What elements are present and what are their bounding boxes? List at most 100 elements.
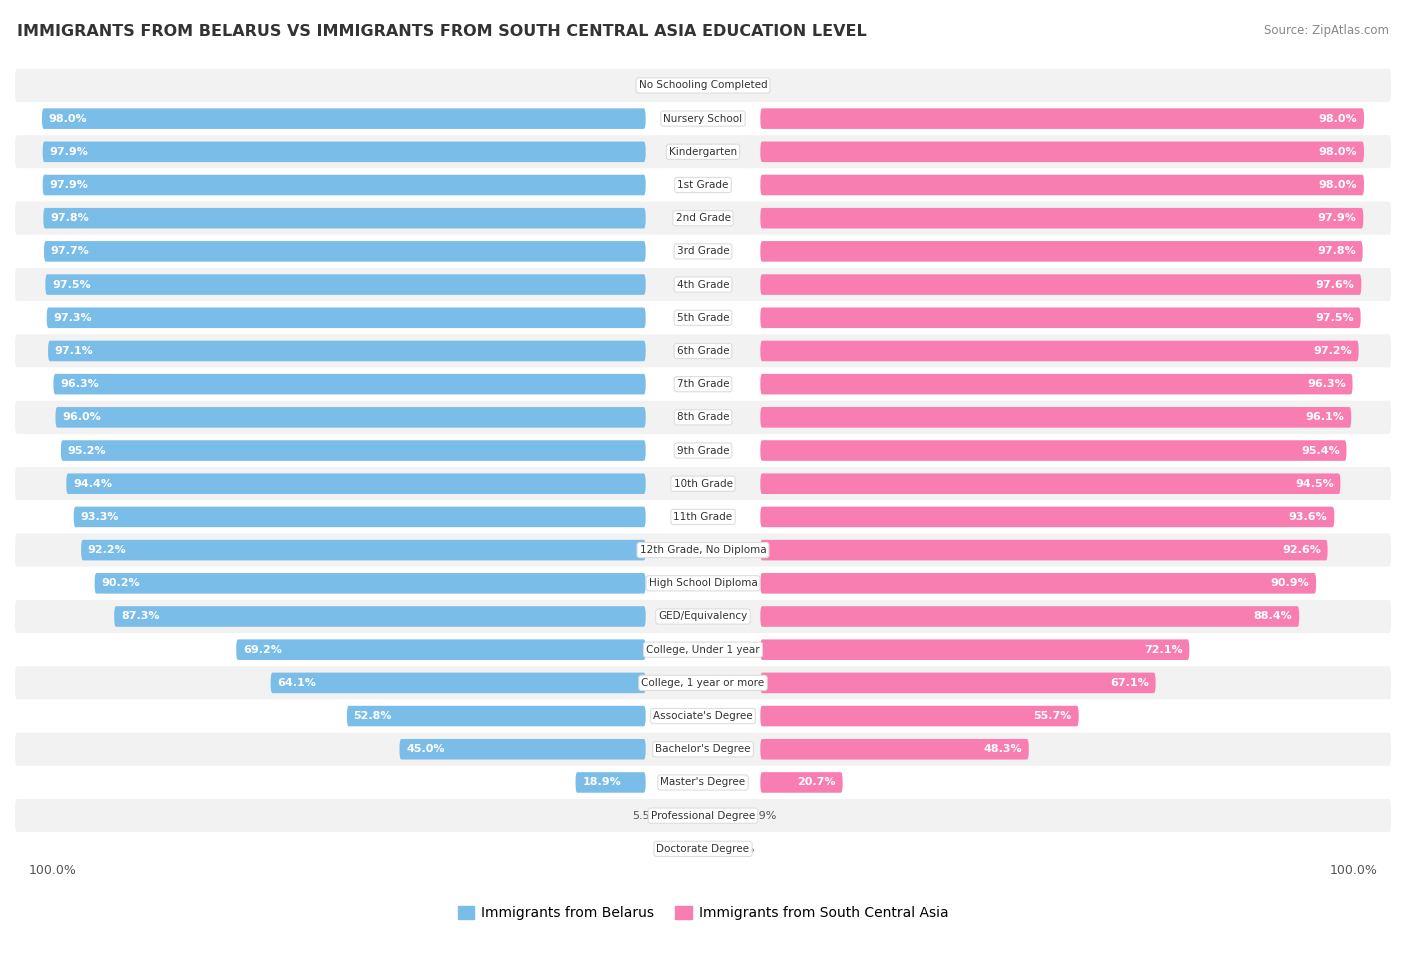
FancyBboxPatch shape xyxy=(15,401,1391,434)
FancyBboxPatch shape xyxy=(44,208,645,228)
FancyBboxPatch shape xyxy=(15,268,1391,301)
FancyBboxPatch shape xyxy=(270,673,645,693)
Text: 1st Grade: 1st Grade xyxy=(678,180,728,190)
FancyBboxPatch shape xyxy=(73,507,645,527)
Text: 97.2%: 97.2% xyxy=(1313,346,1353,356)
FancyBboxPatch shape xyxy=(761,108,1364,129)
Text: 3rd Grade: 3rd Grade xyxy=(676,247,730,256)
Text: GED/Equivalency: GED/Equivalency xyxy=(658,611,748,621)
Text: 2.0%: 2.0% xyxy=(721,80,751,91)
FancyBboxPatch shape xyxy=(15,500,1391,533)
Text: High School Diploma: High School Diploma xyxy=(648,578,758,588)
FancyBboxPatch shape xyxy=(15,732,1391,765)
FancyBboxPatch shape xyxy=(761,772,842,793)
FancyBboxPatch shape xyxy=(15,136,1391,169)
Text: 9th Grade: 9th Grade xyxy=(676,446,730,455)
FancyBboxPatch shape xyxy=(15,102,1391,136)
FancyBboxPatch shape xyxy=(42,175,645,195)
Text: 94.5%: 94.5% xyxy=(1295,479,1334,488)
Text: 45.0%: 45.0% xyxy=(406,744,444,755)
Text: 92.2%: 92.2% xyxy=(87,545,127,555)
Text: Doctorate Degree: Doctorate Degree xyxy=(657,843,749,854)
FancyBboxPatch shape xyxy=(48,340,645,362)
FancyBboxPatch shape xyxy=(15,169,1391,202)
Text: 52.8%: 52.8% xyxy=(353,711,392,722)
FancyBboxPatch shape xyxy=(399,739,645,760)
Text: 64.1%: 64.1% xyxy=(277,678,316,688)
FancyBboxPatch shape xyxy=(347,706,645,726)
FancyBboxPatch shape xyxy=(53,373,645,395)
Text: College, 1 year or more: College, 1 year or more xyxy=(641,678,765,688)
Text: 98.0%: 98.0% xyxy=(1319,147,1357,157)
FancyBboxPatch shape xyxy=(15,800,1391,833)
Text: 97.8%: 97.8% xyxy=(51,214,89,223)
Text: 93.3%: 93.3% xyxy=(80,512,120,522)
Text: 94.4%: 94.4% xyxy=(73,479,112,488)
Text: 72.1%: 72.1% xyxy=(1144,644,1182,654)
Text: 97.1%: 97.1% xyxy=(55,346,94,356)
FancyBboxPatch shape xyxy=(15,833,1391,866)
FancyBboxPatch shape xyxy=(42,108,645,129)
FancyBboxPatch shape xyxy=(761,307,1361,328)
FancyBboxPatch shape xyxy=(94,573,645,594)
FancyBboxPatch shape xyxy=(761,673,1156,693)
Text: 97.9%: 97.9% xyxy=(49,180,89,190)
Text: 97.9%: 97.9% xyxy=(1317,214,1357,223)
Text: 6th Grade: 6th Grade xyxy=(676,346,730,356)
Text: 11th Grade: 11th Grade xyxy=(673,512,733,522)
FancyBboxPatch shape xyxy=(114,606,645,627)
Text: 20.7%: 20.7% xyxy=(797,777,837,788)
FancyBboxPatch shape xyxy=(15,600,1391,633)
Text: 7th Grade: 7th Grade xyxy=(676,379,730,389)
FancyBboxPatch shape xyxy=(44,241,645,261)
Text: 69.2%: 69.2% xyxy=(243,644,281,654)
Text: 100.0%: 100.0% xyxy=(28,864,76,877)
FancyBboxPatch shape xyxy=(15,467,1391,500)
Text: 96.3%: 96.3% xyxy=(1308,379,1346,389)
Legend: Immigrants from Belarus, Immigrants from South Central Asia: Immigrants from Belarus, Immigrants from… xyxy=(453,901,953,925)
Text: Kindergarten: Kindergarten xyxy=(669,147,737,157)
Text: Bachelor's Degree: Bachelor's Degree xyxy=(655,744,751,755)
Text: 5th Grade: 5th Grade xyxy=(676,313,730,323)
FancyBboxPatch shape xyxy=(15,765,1391,799)
Text: 100.0%: 100.0% xyxy=(1330,864,1378,877)
Text: 88.4%: 88.4% xyxy=(1254,611,1292,621)
FancyBboxPatch shape xyxy=(761,373,1353,395)
FancyBboxPatch shape xyxy=(15,69,1391,102)
Text: 4th Grade: 4th Grade xyxy=(676,280,730,290)
FancyBboxPatch shape xyxy=(761,706,1078,726)
Text: 98.0%: 98.0% xyxy=(1319,180,1357,190)
FancyBboxPatch shape xyxy=(761,175,1364,195)
FancyBboxPatch shape xyxy=(761,573,1316,594)
FancyBboxPatch shape xyxy=(15,666,1391,699)
Text: 97.3%: 97.3% xyxy=(53,313,91,323)
Text: 5.5%: 5.5% xyxy=(633,810,661,821)
Text: 97.5%: 97.5% xyxy=(52,280,91,290)
FancyBboxPatch shape xyxy=(761,208,1364,228)
FancyBboxPatch shape xyxy=(66,474,645,494)
Text: 87.3%: 87.3% xyxy=(121,611,159,621)
Text: 10th Grade: 10th Grade xyxy=(673,479,733,488)
Text: 92.6%: 92.6% xyxy=(1282,545,1320,555)
Text: 97.7%: 97.7% xyxy=(51,247,90,256)
FancyBboxPatch shape xyxy=(46,307,645,328)
FancyBboxPatch shape xyxy=(761,274,1361,294)
Text: Professional Degree: Professional Degree xyxy=(651,810,755,821)
Text: 97.6%: 97.6% xyxy=(1316,280,1354,290)
Text: 2nd Grade: 2nd Grade xyxy=(675,214,731,223)
Text: 8th Grade: 8th Grade xyxy=(676,412,730,422)
FancyBboxPatch shape xyxy=(761,640,1189,660)
Text: 2.6%: 2.6% xyxy=(725,843,754,854)
FancyBboxPatch shape xyxy=(15,334,1391,368)
Text: Associate's Degree: Associate's Degree xyxy=(654,711,752,722)
Text: 48.3%: 48.3% xyxy=(983,744,1022,755)
Text: 18.9%: 18.9% xyxy=(582,777,621,788)
FancyBboxPatch shape xyxy=(15,301,1391,334)
Text: 2.2%: 2.2% xyxy=(654,843,683,854)
FancyBboxPatch shape xyxy=(761,241,1362,261)
Text: 95.4%: 95.4% xyxy=(1301,446,1340,455)
FancyBboxPatch shape xyxy=(15,368,1391,401)
Text: 97.8%: 97.8% xyxy=(1317,247,1355,256)
FancyBboxPatch shape xyxy=(60,441,645,461)
FancyBboxPatch shape xyxy=(575,772,645,793)
